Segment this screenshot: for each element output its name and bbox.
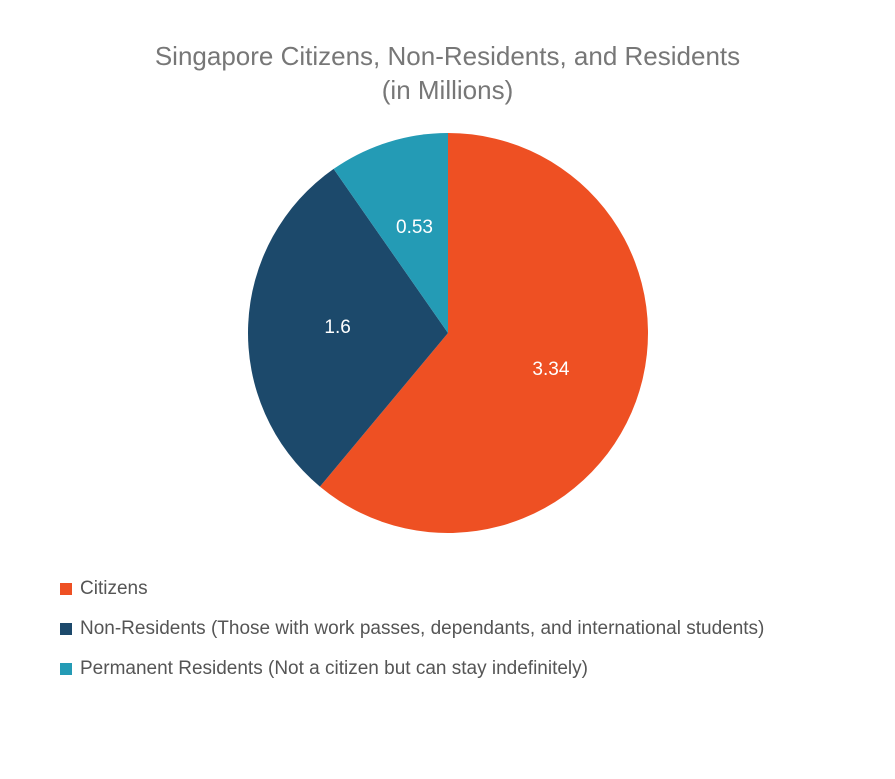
pie-chart-svg bbox=[248, 133, 648, 533]
legend-label-1: Non-Residents (Those with work passes, d… bbox=[80, 618, 764, 640]
chart-title: Singapore Citizens, Non-Residents, and R… bbox=[0, 0, 895, 108]
title-line2: (in Millions) bbox=[382, 75, 513, 105]
title-line1: Singapore Citizens, Non-Residents, and R… bbox=[155, 41, 740, 71]
legend-label-0: Citizens bbox=[80, 578, 148, 600]
chart-container: Singapore Citizens, Non-Residents, and R… bbox=[0, 0, 895, 779]
legend-item-2: Permanent Residents (Not a citizen but c… bbox=[60, 658, 895, 680]
pie-chart-area: 3.34 1.6 0.53 bbox=[0, 108, 895, 558]
legend-item-1: Non-Residents (Those with work passes, d… bbox=[60, 618, 895, 640]
slice-label-0: 3.34 bbox=[532, 359, 569, 381]
slice-label-1: 1.6 bbox=[324, 317, 350, 339]
legend-item-0: Citizens bbox=[60, 578, 895, 600]
legend-swatch-2 bbox=[60, 663, 72, 675]
legend-swatch-1 bbox=[60, 623, 72, 635]
slice-label-2: 0.53 bbox=[396, 217, 433, 239]
legend-label-2: Permanent Residents (Not a citizen but c… bbox=[80, 658, 588, 680]
chart-legend: Citizens Non-Residents (Those with work p… bbox=[0, 558, 895, 680]
legend-swatch-0 bbox=[60, 583, 72, 595]
